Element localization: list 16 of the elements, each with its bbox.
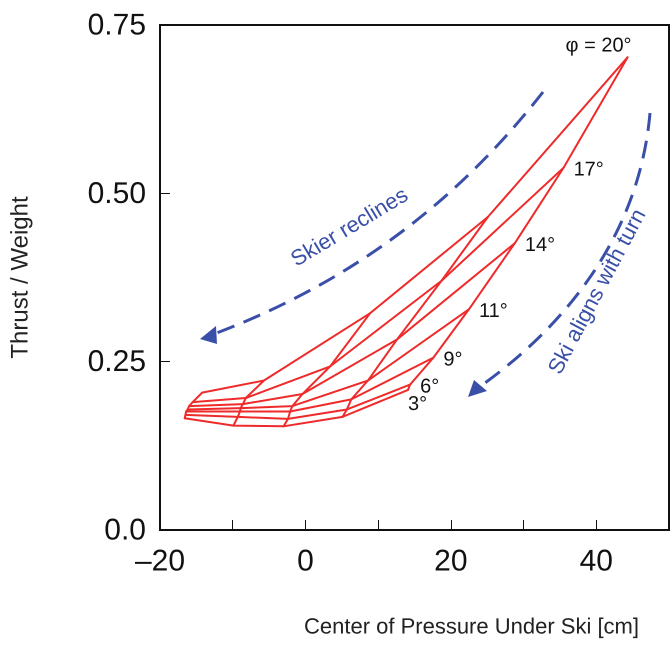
series-label: 11° [479,300,508,322]
x-tick-label: 0 [297,544,314,578]
y-tick-label: 0.0 [104,514,146,546]
y-tick-label: 0.25 [88,345,146,378]
y-axis-title: Thrust / Weight [6,196,34,359]
series-label: 9° [443,348,463,371]
x-tick-label: –20 [134,544,186,578]
y-tick-label: 0.75 [88,8,146,42]
y-tick-label: 0.50 [88,176,146,210]
x-tick-label: 40 [580,544,613,578]
series-label: 3° [408,392,428,415]
series-label: 14° [524,234,556,256]
x-axis-title: Center of Pressure Under Ski [cm] [304,614,639,638]
series-label: 17° [574,158,604,181]
x-tick-label: 20 [434,544,468,578]
series-label: φ = 20° [566,34,632,56]
